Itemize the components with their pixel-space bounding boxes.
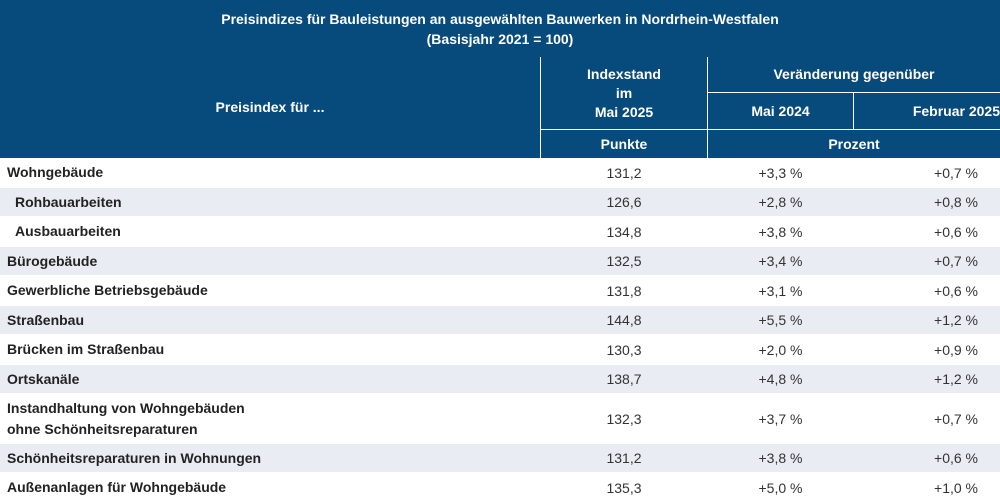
- table-row: Außenanlagen für Wohngebäude 135,3 +5,0 …: [0, 473, 1000, 503]
- change-vs-mai2024: +3,4 %: [758, 253, 803, 269]
- index-value: 132,3: [606, 410, 642, 427]
- table-row: Ortskanäle 138,7 +4,8 % +1,2 %: [0, 365, 1000, 394]
- table-row: Brücken im Straßenbau 130,3 +2,0 % +0,9 …: [0, 335, 1000, 365]
- change-vs-februar2025: +0,6 %: [934, 223, 978, 240]
- change-vs-mai2024: +5,0 %: [758, 479, 803, 496]
- change-vs-mai2024: +2,0 %: [758, 341, 803, 358]
- table-row: Gewerbliche Betriebsgebäude 131,8 +3,1 %…: [0, 276, 1000, 306]
- change-vs-mai2024: +3,8 %: [758, 450, 803, 466]
- column-header-veraenderung: Veränderung gegenüber: [708, 57, 1000, 92]
- table-title: Preisindizes für Bauleistungen an ausgew…: [0, 0, 1000, 57]
- index-value: 132,5: [606, 253, 642, 269]
- row-label: Gewerbliche Betriebsgebäude: [7, 282, 208, 298]
- table-body: Wohngebäude 131,2 +3,3 % +0,7 % Rohbauar…: [0, 158, 1000, 503]
- change-vs-mai2024: +2,8 %: [758, 194, 803, 210]
- table-title-line1: Preisindizes für Bauleistungen an ausgew…: [221, 11, 779, 27]
- change-vs-mai2024: +3,3 %: [758, 164, 803, 181]
- change-vs-februar2025: +0,8 %: [934, 194, 978, 210]
- table-row: Ausbauarbeiten 134,8 +3,8 % +0,6 %: [0, 217, 1000, 247]
- indexstand-line1: Indexstand: [587, 65, 661, 82]
- column-header-preisindex: Preisindex für ...: [0, 57, 540, 158]
- table-title-line2: (Basisjahr 2021 = 100): [426, 31, 574, 47]
- index-value: 126,6: [606, 194, 642, 210]
- change-vs-mai2024: +3,7 %: [758, 410, 803, 427]
- index-value: 138,7: [606, 371, 642, 387]
- table-row: Straßenbau 144,8 +5,5 % +1,2 %: [0, 306, 1000, 335]
- change-vs-mai2024: +4,8 %: [758, 371, 803, 387]
- change-vs-februar2025: +0,7 %: [934, 253, 978, 269]
- table-row: Wohngebäude 131,2 +3,3 % +0,7 %: [0, 158, 1000, 188]
- row-label: Ausbauarbeiten: [15, 223, 121, 239]
- change-vs-februar2025: +0,6 %: [934, 282, 978, 299]
- row-label: Instandhaltung von Wohngebäuden ohne Sch…: [7, 394, 245, 443]
- table-row: Schönheitsreparaturen in Wohnungen 131,2…: [0, 444, 1000, 473]
- change-vs-februar2025: +1,2 %: [934, 312, 978, 328]
- index-value: 144,8: [606, 312, 642, 328]
- row-label: Bürogebäude: [7, 252, 98, 269]
- row-label-line1: Instandhaltung von Wohngebäuden: [7, 399, 245, 416]
- change-vs-februar2025: +0,7 %: [934, 164, 978, 181]
- row-label: Brücken im Straßenbau: [7, 341, 165, 357]
- index-value: 131,2: [606, 450, 642, 466]
- index-value: 130,3: [606, 341, 642, 358]
- table-row: Rohbauarbeiten 126,6 +2,8 % +0,8 %: [0, 188, 1000, 217]
- change-vs-februar2025: +1,2 %: [934, 371, 978, 387]
- row-label: Ortskanäle: [7, 370, 80, 387]
- change-vs-februar2025: +1,0 %: [934, 479, 978, 496]
- change-vs-mai2024: +5,5 %: [758, 312, 803, 328]
- change-vs-februar2025: +0,9 %: [934, 341, 978, 358]
- row-label: Außenanlagen für Wohngebäude: [7, 479, 227, 495]
- table-row: Instandhaltung von Wohngebäuden ohne Sch…: [0, 394, 1000, 444]
- table-row: Bürogebäude 132,5 +3,4 % +0,7 %: [0, 247, 1000, 276]
- indexstand-line2: im: [615, 84, 633, 101]
- row-label: Schönheitsreparaturen in Wohnungen: [7, 449, 262, 466]
- row-label: Rohbauarbeiten: [15, 193, 122, 210]
- index-value: 131,2: [606, 164, 642, 181]
- change-vs-februar2025: +0,6 %: [934, 450, 978, 466]
- index-value: 134,8: [606, 223, 642, 240]
- row-label-line2: ohne Schönheitsreparaturen: [7, 420, 198, 437]
- change-vs-mai2024: +3,8 %: [758, 223, 803, 240]
- change-vs-mai2024: +3,1 %: [758, 282, 803, 299]
- indexstand-line3: Mai 2025: [594, 103, 654, 120]
- column-unit-prozent: Prozent: [708, 130, 1000, 158]
- column-header-indexstand: Indexstand im Mai 2025: [541, 57, 707, 129]
- column-header-februar2025: Februar 2025: [854, 93, 1000, 129]
- index-value: 135,3: [606, 479, 642, 496]
- row-label: Wohngebäude: [7, 164, 104, 180]
- row-label: Straßenbau: [7, 311, 85, 328]
- column-unit-punkte: Punkte: [541, 130, 707, 158]
- column-header-mai2024: Mai 2024: [708, 93, 853, 129]
- change-vs-februar2025: +0,7 %: [934, 410, 978, 427]
- index-value: 131,8: [606, 282, 642, 299]
